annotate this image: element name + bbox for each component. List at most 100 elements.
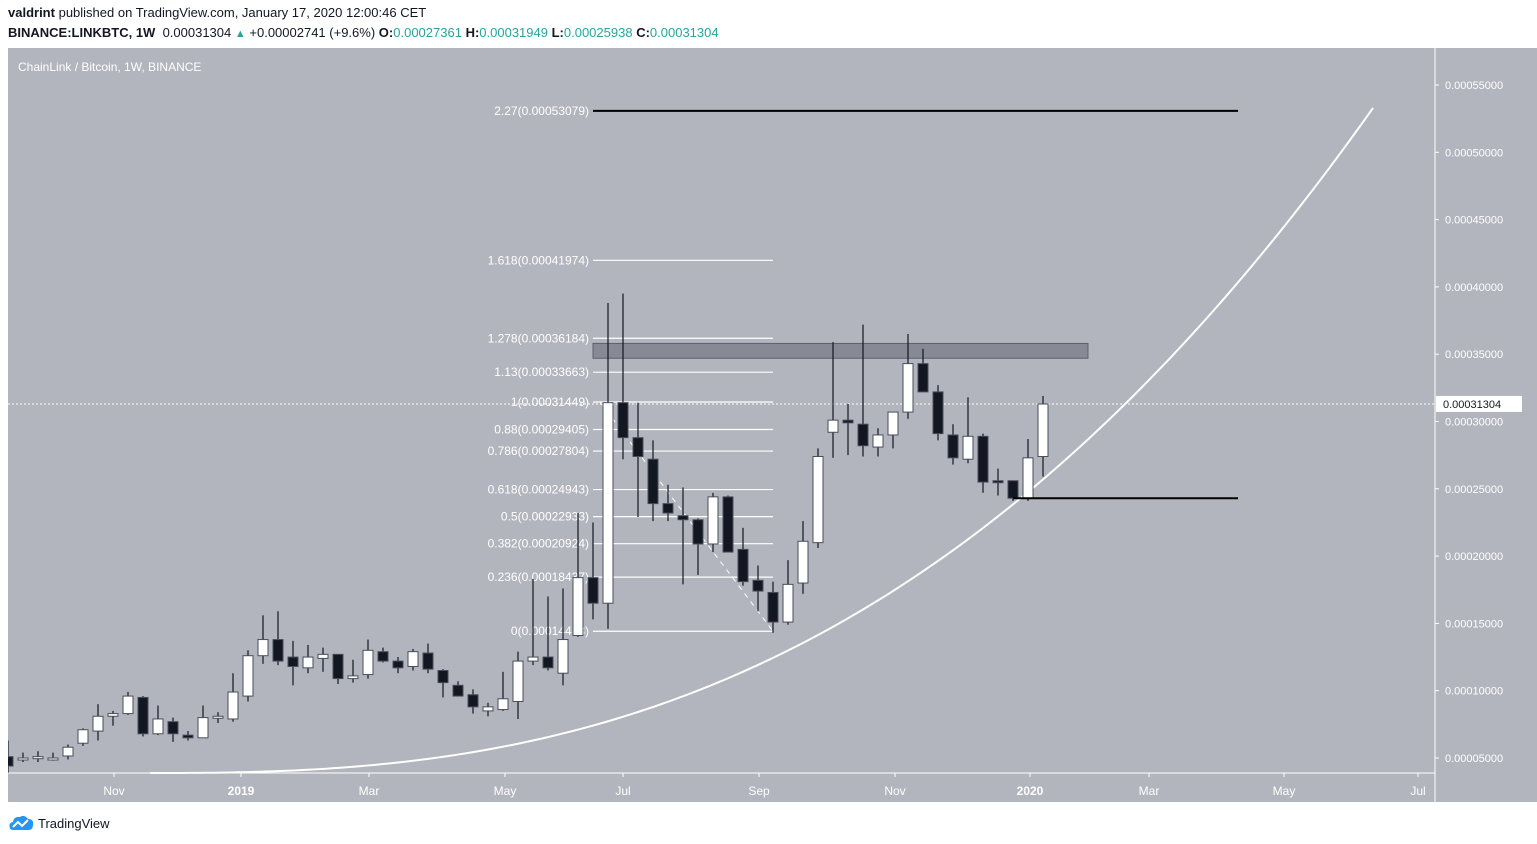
low-value: 0.00025938 — [563, 25, 633, 40]
candle-down — [167, 721, 179, 735]
chart-area[interactable]: 0.00055000 0.00050000 0.00045000 0.00040000… — [8, 48, 1537, 802]
y-tick-label: 0.00020000 — [1445, 551, 1503, 563]
publish-info: valdrint published on TradingView.com, J… — [8, 5, 426, 20]
candle-down — [737, 548, 749, 583]
candle-up — [782, 583, 794, 623]
candle-down — [392, 660, 404, 669]
candle-up — [92, 715, 104, 732]
candle-down — [137, 696, 149, 735]
candle-up — [707, 496, 719, 545]
candle-up — [242, 655, 254, 697]
candle-up — [572, 577, 584, 637]
candle-down — [662, 503, 674, 514]
fib-level-label: 1.278(0.00036184) — [488, 331, 589, 345]
candle-down — [587, 577, 599, 604]
x-tick-label: Nov — [884, 784, 905, 798]
last-price-badge-text: 0.00031304 — [1443, 399, 1501, 411]
author-name: valdrint — [8, 5, 55, 20]
candle-up — [302, 656, 314, 669]
symbol-info-bar: BINANCE:LINKBTC, 1W 0.00031304 ▲ +0.0000… — [8, 25, 719, 40]
last-price-badge — [1436, 395, 1522, 412]
candle-up — [152, 718, 164, 735]
candle-up — [497, 698, 509, 711]
y-tick-label: 0.00050000 — [1445, 147, 1503, 159]
candle-up — [1037, 403, 1049, 457]
open-label: O: — [378, 25, 394, 40]
x-tick-label: Nov — [103, 784, 124, 798]
price-change: +0.00002741 (+9.6%) — [249, 25, 376, 40]
y-tick-label: 0.00030000 — [1445, 417, 1503, 429]
chart-title: ChainLink / Bitcoin, 1W, BINANCE — [18, 60, 202, 74]
candle-down — [182, 734, 194, 739]
candle-up — [1022, 457, 1034, 499]
candle-down — [722, 496, 734, 553]
candle-down — [1007, 480, 1019, 499]
published-text: published on TradingView.com, January 17… — [58, 5, 427, 20]
x-tick-label: 2019 — [228, 784, 255, 798]
y-tick-label: 0.00055000 — [1445, 80, 1503, 92]
up-triangle-icon: ▲ — [234, 28, 246, 40]
candle-up — [257, 639, 269, 657]
candle-down — [422, 652, 434, 670]
y-tick-label: 0.00005000 — [1445, 753, 1503, 765]
candle-down — [992, 480, 1004, 484]
fib-level-label: 0.786(0.00027804) — [488, 444, 589, 458]
candle-down — [617, 402, 629, 439]
candle-down — [272, 639, 284, 662]
candle-up — [962, 435, 974, 460]
high-label: H: — [465, 25, 480, 40]
fib-level-label: 1.13(0.00033663) — [494, 365, 589, 379]
fib-level-label: 0.88(0.00029405) — [494, 423, 589, 437]
y-tick-label: 0.00045000 — [1445, 215, 1503, 227]
candle-down — [767, 591, 779, 623]
fib-level-label: 1(0.00031449) — [511, 395, 589, 409]
candle-up — [902, 363, 914, 413]
candle-up — [317, 653, 329, 659]
candle-up — [482, 706, 494, 712]
candle-up — [362, 649, 374, 676]
candle-down — [752, 579, 764, 592]
candle-up — [887, 411, 899, 436]
fib-level-label: 0(0.00014418) — [511, 624, 589, 638]
y-tick-label: 0.00025000 — [1445, 484, 1503, 496]
tradingview-branding: TradingView — [8, 814, 110, 832]
candle-down — [842, 419, 854, 424]
x-tick-label: Mar — [1139, 784, 1160, 798]
open-value: 0.00027361 — [393, 25, 462, 40]
candle-down — [932, 391, 944, 435]
fib-level-label: 0.382(0.00020924) — [488, 537, 589, 551]
candle-up — [602, 402, 614, 604]
last-price: 0.00031304 — [162, 25, 232, 40]
candle-up — [212, 715, 224, 719]
candle-up — [17, 757, 29, 761]
low-label: L: — [551, 25, 564, 40]
candle-down — [947, 434, 959, 459]
candle-down — [977, 435, 989, 483]
candle-up — [872, 434, 884, 448]
candle-up — [512, 660, 524, 702]
candle-down — [377, 651, 389, 662]
candle-down — [332, 653, 344, 680]
candlestick-chart[interactable]: 0.00055000 0.00050000 0.00045000 0.00040000… — [8, 48, 1537, 802]
x-tick-label: Jul — [1410, 784, 1425, 798]
y-tick-label: 0.00040000 — [1445, 282, 1503, 294]
fib-level-label: 2.27(0.00053079) — [494, 104, 589, 118]
candle-up — [557, 639, 569, 674]
close-value: 0.00031304 — [649, 25, 719, 40]
y-tick-label: 0.00010000 — [1445, 686, 1503, 698]
high-value: 0.00031949 — [479, 25, 548, 40]
fib-level-label: 0.618(0.00024943) — [488, 483, 589, 497]
x-tick-label: Mar — [359, 784, 380, 798]
candle-up — [827, 419, 839, 433]
y-tick-label: 0.00035000 — [1445, 349, 1503, 361]
candle-down — [8, 756, 14, 767]
candle-down — [542, 656, 554, 669]
candle-up — [32, 756, 44, 760]
candle-down — [437, 670, 449, 684]
candle-up — [62, 746, 74, 757]
candle-down — [467, 694, 479, 708]
fib-level-label: 0.236(0.00018437) — [488, 570, 589, 584]
candle-up — [812, 455, 824, 544]
close-label: C: — [636, 25, 650, 40]
y-tick-label: 0.00015000 — [1445, 618, 1503, 630]
